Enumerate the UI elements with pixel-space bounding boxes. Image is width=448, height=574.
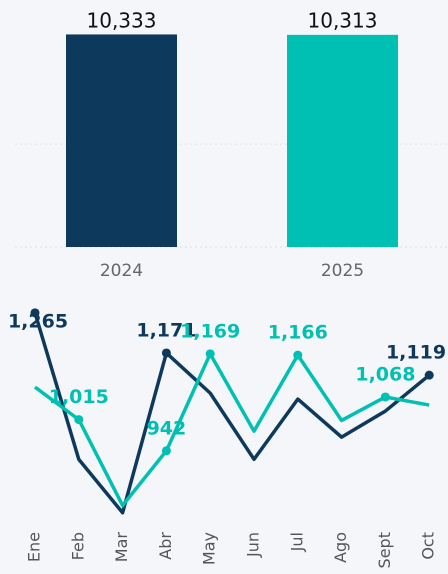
x-tick-label: 2025 [321, 261, 364, 281]
x-tick-label: Sept [375, 532, 394, 568]
point [205, 349, 215, 359]
x-tick-label: Ago [331, 532, 350, 563]
point [293, 350, 303, 360]
x-tick-label: Mar [112, 532, 131, 563]
x-tick-label: 2024 [100, 261, 143, 281]
line [33, 312, 431, 515]
point [74, 415, 84, 425]
x-tick-label: Abr [156, 532, 175, 560]
data-label: 1,119 [386, 342, 446, 364]
point [161, 348, 171, 358]
point [424, 370, 434, 380]
bar [287, 34, 398, 247]
data-label: 1,169 [180, 320, 240, 342]
point [30, 308, 40, 318]
x-tick-label: Jul [287, 532, 306, 552]
point [380, 392, 390, 402]
data-label: 942 [147, 417, 187, 439]
x-tick-label: May [200, 532, 219, 565]
data-label: 10,313 [308, 9, 378, 33]
x-tick-label: Feb [68, 532, 87, 560]
bar [66, 34, 177, 248]
x-tick-label: Jun [244, 532, 263, 558]
data-label: 10,333 [87, 9, 157, 33]
data-label: 1,166 [268, 322, 328, 344]
data-label: 1,265 [8, 310, 68, 332]
x-tick-label: Oct [419, 532, 438, 560]
line [33, 352, 430, 508]
data-label: 1,015 [49, 386, 109, 408]
point [161, 446, 171, 456]
x-tick-label: Ene [25, 532, 44, 562]
data-label: 1,068 [355, 363, 415, 385]
data-label: 1,171 [136, 319, 196, 341]
